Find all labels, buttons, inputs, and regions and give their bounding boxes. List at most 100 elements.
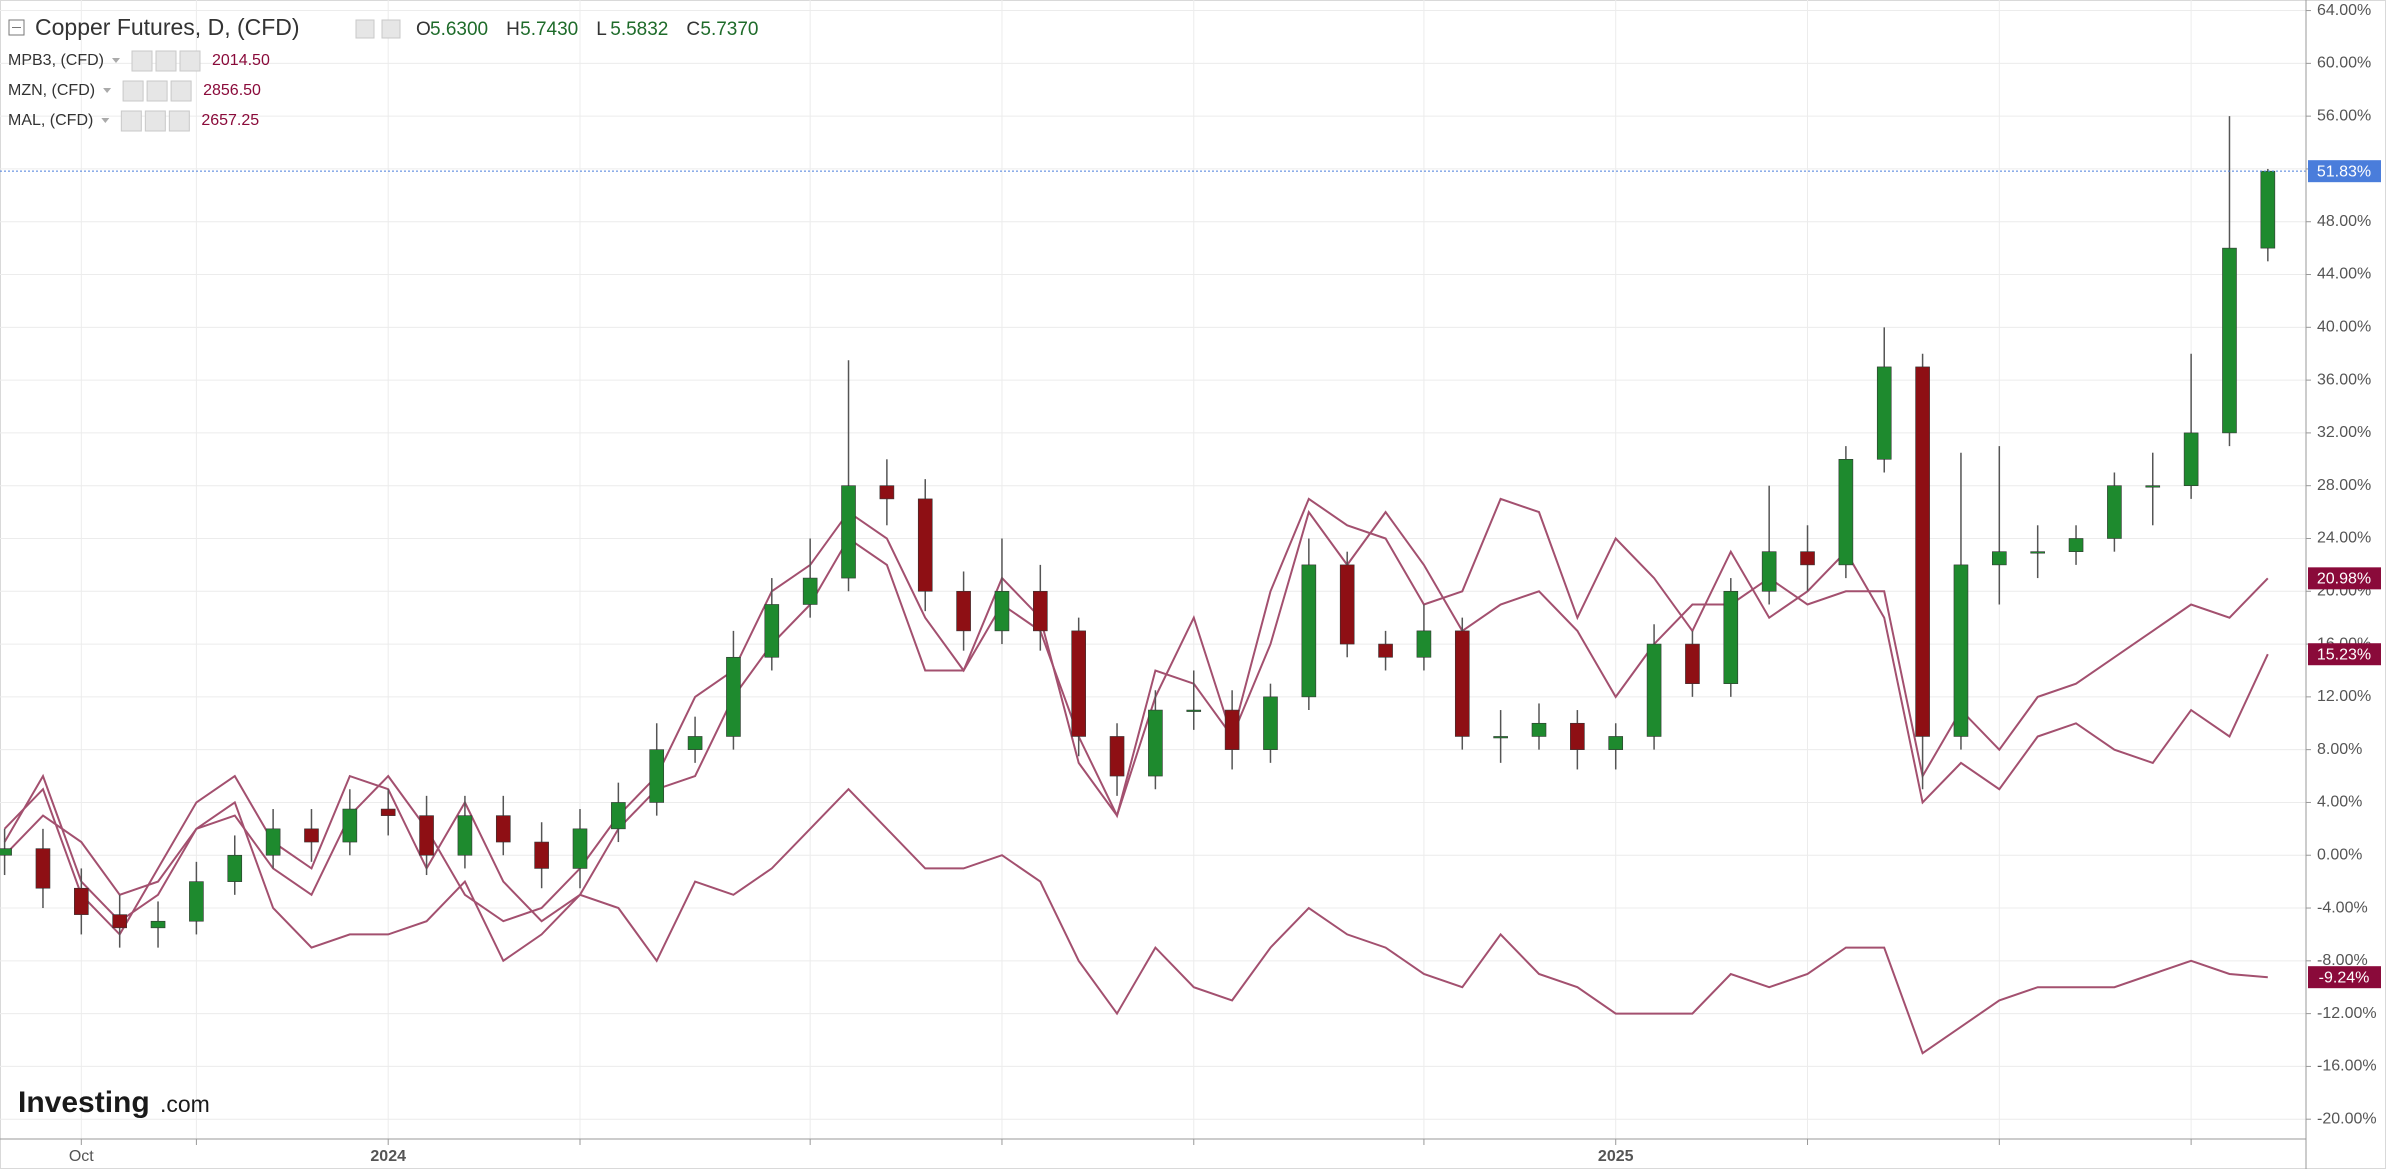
legend: MPB3, (CFD) 2014.50 MZN, (CFD) 2856.50 MAL, …	[8, 50, 270, 132]
candle-body	[1224, 709, 1240, 750]
icon[interactable]	[179, 50, 201, 72]
candle-body	[1838, 458, 1854, 566]
series-line	[3, 497, 2269, 937]
last-price-box	[2308, 160, 2381, 183]
candle-body	[1608, 736, 1624, 750]
candle-body	[1378, 643, 1393, 658]
icon[interactable]	[155, 50, 177, 72]
candle-body	[1186, 709, 1202, 712]
candle-body	[35, 848, 51, 889]
candle-body	[1148, 709, 1163, 777]
candle-body	[1646, 643, 1662, 737]
ohlc-key: H	[506, 19, 520, 40]
candle-body	[495, 815, 511, 843]
series-line	[3, 773, 2268, 1055]
ohlc: O 5.6300 H 5.7430 L 5.5832 C 5.7370	[416, 19, 759, 40]
candle-body	[1454, 630, 1470, 737]
dropdown[interactable]	[101, 118, 110, 123]
y-tick-label: -16.00%	[2317, 1058, 2377, 1075]
y-tick-label: -4.00%	[2317, 899, 2368, 916]
candle-body	[611, 802, 626, 830]
y-tick-label: -20.00%	[2317, 1110, 2377, 1127]
candle-body	[419, 815, 434, 856]
legend-name: MAL, (CFD)	[8, 112, 93, 129]
candle-body	[1800, 551, 1815, 566]
candle-body	[994, 590, 1010, 632]
dropdown[interactable]	[103, 88, 112, 93]
last-price-label: 51.83%	[2317, 163, 2371, 180]
ohlc-value: 5.7430	[520, 19, 578, 40]
logo: Investing .com	[18, 1086, 210, 1119]
candle-body	[2068, 538, 2084, 552]
candle-body	[1071, 630, 1086, 737]
y-tick-label: 12.00%	[2317, 688, 2371, 705]
y-tick-label: 8.00%	[2317, 741, 2362, 758]
candle-body	[956, 590, 971, 632]
candle-body	[764, 604, 780, 658]
y-tick-label: -8.00%	[2317, 952, 2368, 969]
legend-price: 2657.25	[201, 112, 259, 129]
series-label: 20.98%	[2317, 571, 2371, 588]
candle-body	[1033, 590, 1048, 632]
candle-body	[572, 828, 588, 869]
candle-body	[917, 498, 933, 592]
y-tick-label: 28.00%	[2317, 477, 2371, 494]
candle-body	[1263, 696, 1278, 750]
icon[interactable]	[355, 19, 375, 39]
candle-body	[74, 887, 89, 915]
dropdown[interactable]	[112, 58, 120, 63]
icon[interactable]	[144, 110, 166, 132]
ohlc-value: 5.7370	[700, 19, 758, 40]
icon[interactable]	[131, 50, 153, 72]
candle-body	[1953, 564, 1969, 737]
legend-name: MPB3, (CFD)	[8, 52, 104, 69]
ohlc-key: O	[416, 19, 431, 40]
candle-body	[2183, 432, 2199, 486]
legend-price: 2856.50	[203, 82, 261, 99]
y-tick-label: 32.00%	[2317, 424, 2371, 441]
series-label: 15.23%	[2317, 646, 2371, 663]
legend-price: 2014.50	[212, 52, 270, 69]
x-tick-label: 2024	[370, 1148, 406, 1165]
candle-body	[2260, 170, 2276, 249]
candle-body	[150, 920, 166, 929]
candle-body	[1915, 366, 1930, 737]
ohlc-key: L	[596, 19, 607, 40]
candle-body	[2145, 485, 2161, 488]
y-tick-label: 64.00%	[2317, 2, 2371, 19]
x-tick-label: 2025	[1598, 1148, 1634, 1165]
icon[interactable]	[170, 80, 192, 102]
icon[interactable]	[146, 80, 168, 102]
ohlc-value: 5.5832	[610, 19, 668, 40]
candle-body	[2107, 485, 2122, 539]
icon[interactable]	[120, 110, 142, 132]
candle-body	[1531, 722, 1547, 737]
y-tick-label: 56.00%	[2317, 107, 2371, 124]
y-tick-label: 40.00%	[2317, 319, 2371, 336]
candle-body	[227, 854, 243, 882]
header: Copper Futures, D, (CFD) O 5.6300 H 5.7430 L…	[8, 14, 759, 40]
candle-body	[380, 808, 396, 816]
icon[interactable]	[381, 19, 401, 39]
candle-body	[112, 914, 127, 929]
logo-brand: Investing	[18, 1086, 150, 1119]
icon[interactable]	[122, 80, 144, 102]
candle-body	[1109, 736, 1125, 777]
ohlc-value: 5.6300	[430, 19, 488, 40]
candle-body	[1723, 590, 1739, 684]
candle-body	[802, 577, 818, 605]
icon[interactable]	[168, 110, 190, 132]
y-tick-label: 36.00%	[2317, 371, 2371, 388]
candle-body	[342, 808, 358, 843]
logo-suffix: .com	[160, 1091, 210, 1117]
plot	[0, 116, 2306, 1055]
candle-body	[1301, 564, 1317, 698]
y-tick-label: 4.00%	[2317, 794, 2362, 811]
y-tick-label: -12.00%	[2317, 1005, 2377, 1022]
candle-body	[189, 881, 204, 922]
y-tick-label: 44.00%	[2317, 266, 2371, 283]
candle-body	[1339, 564, 1355, 645]
